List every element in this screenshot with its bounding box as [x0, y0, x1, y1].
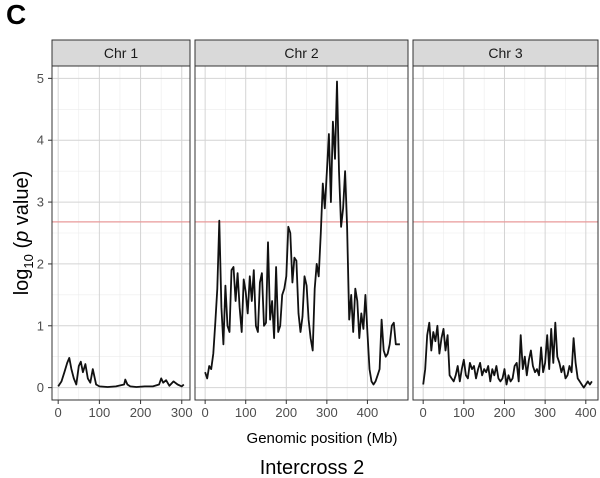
facet-strip-label: Chr 3 [488, 45, 522, 61]
panel-letter: C [6, 0, 26, 30]
y-tick-label: 2 [37, 256, 44, 271]
x-tick-label: 400 [575, 405, 597, 420]
y-axis-label-open: ( [11, 242, 33, 255]
x-tick-label: 100 [235, 405, 257, 420]
chart-title: Intercross 2 [260, 457, 364, 478]
panel-border [51, 65, 191, 401]
x-tick-label: 0 [55, 405, 62, 420]
y-tick-label: 1 [37, 318, 44, 333]
facet-panels: Chr 1 0 100 200 300 0 1 2 3 4 5 Chr 2 0 100 200 300 400 C… [37, 39, 599, 420]
y-axis-label-p: p [11, 231, 33, 243]
y-tick-label: 5 [37, 71, 44, 86]
x-tick-label: 300 [316, 405, 338, 420]
x-tick-label: 100 [453, 405, 475, 420]
y-axis-label-log: log [11, 269, 33, 296]
x-tick-label: 100 [89, 405, 111, 420]
x-tick-label: 0 [202, 405, 209, 420]
panel-border [412, 65, 599, 401]
x-tick-label: 0 [420, 405, 427, 420]
facet-strip-label: Chr 1 [104, 45, 138, 61]
facet-strip [51, 39, 191, 67]
x-axis-label: Genomic position (Mb) [247, 430, 398, 447]
y-axis-label: log10 (p value) [11, 171, 36, 296]
y-axis-label-subscript: 10 [21, 254, 36, 268]
x-tick-label: 200 [130, 405, 152, 420]
lod-series-line [57, 356, 185, 388]
y-tick-label: 3 [37, 195, 44, 210]
y-axis-label-rest: value) [11, 171, 33, 231]
y-tick-label: 0 [37, 380, 44, 395]
lod-series-line [204, 80, 400, 386]
x-tick-label: 400 [357, 405, 379, 420]
x-tick-label: 300 [534, 405, 556, 420]
y-tick-label: 4 [37, 133, 44, 148]
panel-border [194, 65, 409, 401]
facet-strip [194, 39, 409, 67]
facet-strip [412, 39, 599, 67]
x-tick-label: 300 [171, 405, 193, 420]
facet-strip-label: Chr 2 [284, 45, 318, 61]
lod-series-line [422, 321, 593, 389]
x-tick-label: 200 [275, 405, 297, 420]
x-tick-label: 200 [494, 405, 516, 420]
